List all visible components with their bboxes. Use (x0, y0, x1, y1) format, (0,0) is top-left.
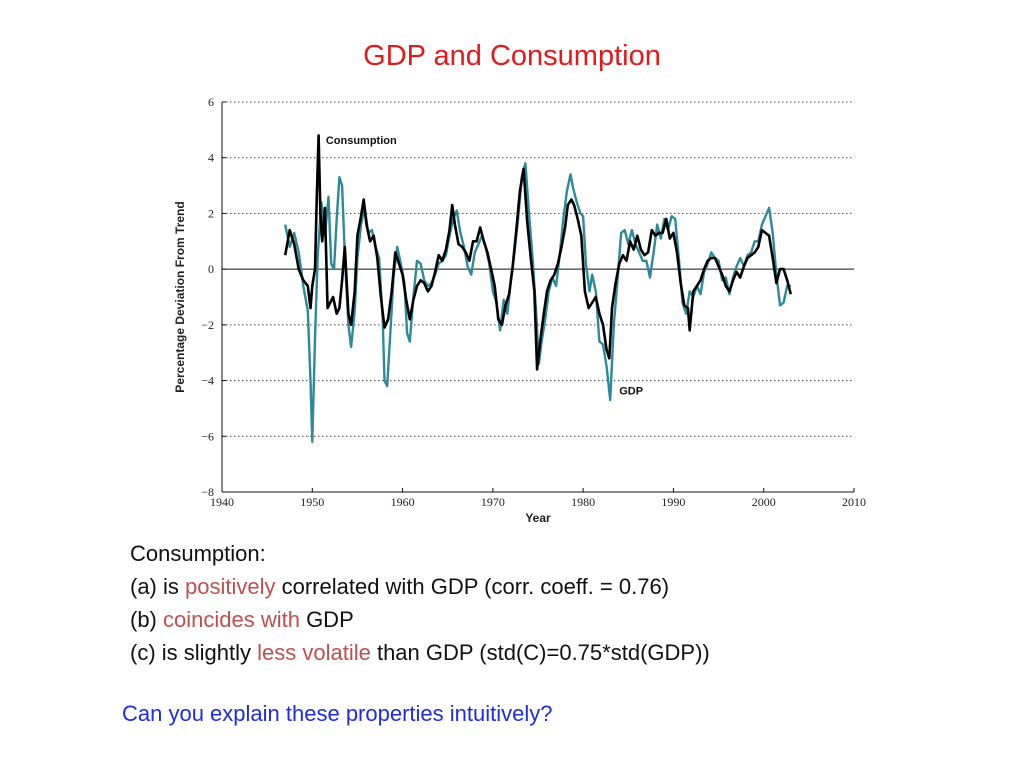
x-tick-label: 1950 (300, 495, 324, 509)
series-label-gdp: GDP (619, 386, 643, 398)
note-b: (b) coincides with GDP (130, 603, 710, 636)
series-line-consumption (283, 134, 793, 371)
x-tick-label: 1970 (481, 495, 505, 509)
y-tick-label: 6 (208, 95, 214, 109)
note-a-suffix: correlated with GDP (corr. coeff. = 0.76… (275, 574, 670, 599)
y-tick-label: −4 (201, 374, 214, 388)
note-c-suffix: than GDP (std(C)=0.75*std(GDP)) (370, 640, 710, 665)
note-b-prefix: (b) (130, 607, 163, 632)
x-tick-label: 2010 (842, 495, 866, 509)
x-tick-labels: 1940 1950 1960 1970 1980 1990 2000 2010 (210, 488, 866, 509)
x-tick-label: 1990 (661, 495, 685, 509)
y-tick-label: −6 (201, 429, 214, 443)
x-tick-label: 1940 (210, 495, 234, 509)
question-text: Can you explain these properties intuiti… (122, 701, 553, 726)
series-annotations: Consumption GDP (326, 135, 643, 398)
y-tick-label: 4 (208, 151, 214, 165)
notes-heading: Consumption: (130, 541, 266, 566)
note-b-suffix: GDP (299, 607, 354, 632)
x-tick-label: 1980 (571, 495, 595, 509)
note-b-highlight: coincides with (163, 607, 300, 632)
note-c: (c) is slightly less volatile than GDP (… (130, 636, 710, 669)
y-tick-label: −8 (201, 485, 214, 499)
note-a-highlight: positively (185, 574, 276, 599)
notes-block: Consumption: (a) is positively correlate… (130, 537, 710, 669)
x-tick-label: 1960 (391, 495, 415, 509)
y-tick-label: 0 (208, 262, 214, 276)
note-c-prefix: (c) is slightly (130, 640, 258, 665)
note-c-highlight: less volatile (257, 640, 371, 665)
series-line-gdp (284, 162, 791, 444)
note-a-prefix: (a) is (130, 574, 185, 599)
x-tick-label: 2000 (752, 495, 776, 509)
series-label-consumption: Consumption (326, 135, 397, 147)
slide-title: GDP and Consumption (363, 40, 661, 72)
y-tick-label: −2 (201, 318, 214, 332)
y-tick-label: 2 (208, 206, 214, 220)
series-lines (283, 134, 793, 444)
y-axis-title: Percentage Deviation From Trend (173, 201, 187, 392)
y-tick-labels: 6 4 2 0 −2 −4 −6 −8 (201, 95, 214, 499)
gdp-consumption-chart: 6 4 2 0 −2 −4 −6 −8 1940 1950 1960 1970 1980 1990 200… (173, 95, 866, 525)
note-a: (a) is positively correlated with GDP (c… (130, 570, 710, 603)
x-axis-title: Year (525, 511, 551, 525)
